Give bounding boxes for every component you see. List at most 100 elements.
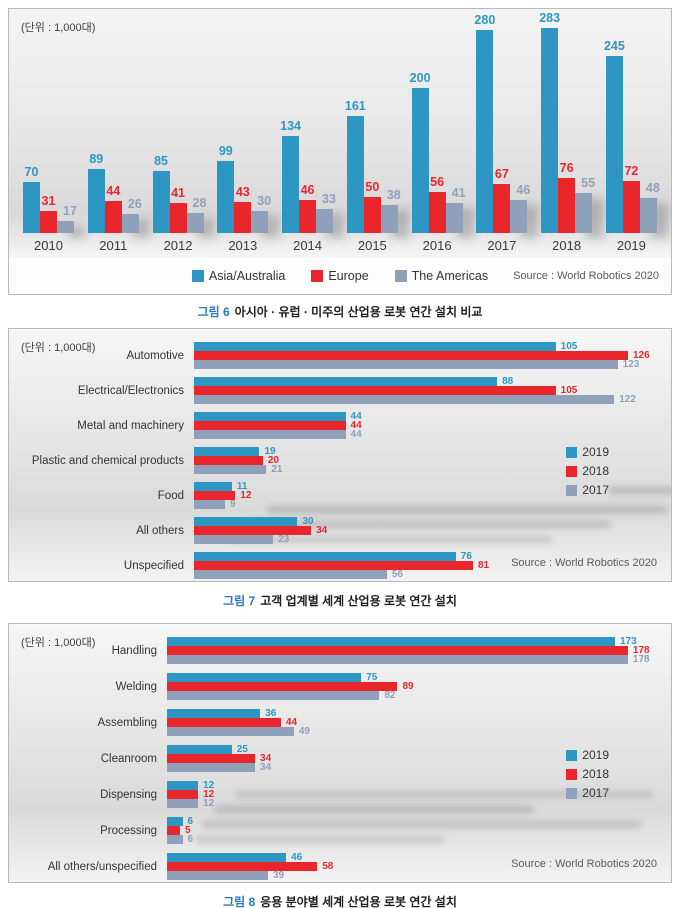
- bar-2019: [167, 637, 615, 646]
- figure7-title: 고객 업계별 세계 산업용 로봇 연간 설치: [260, 594, 457, 608]
- legend-swatch: [566, 484, 578, 496]
- bar-group: 11 12 9: [194, 481, 659, 510]
- bar-row-metal-and-machinery: Metal and machinery 44 44 44: [9, 411, 659, 439]
- bar-value-label: 12: [240, 489, 252, 501]
- x-axis-label: 2015: [357, 238, 387, 253]
- bar-value-label: 200: [409, 71, 431, 85]
- year-group-2018: 283 76 55 2018: [539, 11, 596, 258]
- bar-value-label: 31: [41, 194, 56, 208]
- bar-line: 5: [167, 825, 659, 835]
- bar-row-processing: Processing 6 5 6: [9, 816, 659, 845]
- bar-the-americas: 33: [316, 192, 336, 233]
- bar-line: 6: [167, 816, 659, 826]
- bar-value-label: 48: [645, 181, 660, 195]
- bar-europe: 41: [169, 186, 187, 233]
- bar-line: 178: [167, 653, 659, 665]
- bar-line: 105: [194, 384, 659, 396]
- bar-group: 12 12 12: [167, 779, 659, 808]
- figure6-title: 아시아 · 유럽 · 미주의 산업용 로봇 연간 설치 비교: [234, 305, 483, 319]
- bar-line: 58: [167, 861, 659, 871]
- bar-2017: [167, 655, 628, 664]
- bar-group: 46 58 39: [167, 852, 659, 880]
- bar-2019: [194, 447, 260, 456]
- bar-2019: [167, 709, 261, 718]
- bar-value-label: 9: [230, 498, 236, 510]
- bar-2019: [194, 377, 498, 386]
- bar-value-label: 122: [619, 393, 636, 405]
- bar-2018: [194, 386, 556, 395]
- bar-group: 99 43 30: [217, 144, 271, 233]
- bar-value-label: 20: [267, 454, 279, 466]
- bar-value-label: 245: [603, 39, 625, 53]
- bar-group: 89 44 26: [87, 152, 142, 233]
- category-label: Cleanroom: [100, 752, 157, 765]
- figure7-number: 그림 7: [223, 594, 256, 608]
- bar-2019: [194, 482, 232, 491]
- bar-line: 126: [194, 350, 659, 360]
- bar-value-label: 161: [344, 99, 366, 113]
- bar-value-label: 178: [632, 653, 650, 665]
- figure6-number: 그림 6: [197, 305, 230, 319]
- bar-2019: [194, 342, 556, 351]
- year-group-2014: 134 46 33 2014: [280, 119, 336, 258]
- bar-2018: [194, 456, 263, 465]
- bar-europe: 31: [40, 194, 57, 233]
- bar-value-label: 21: [271, 463, 283, 475]
- bar-2018: [167, 754, 256, 763]
- category-label: All others: [136, 524, 184, 537]
- bar-2018: [194, 351, 628, 360]
- bar-row-unspecified: Unspecified 76 81 56: [9, 551, 659, 579]
- bar-value-label: 38: [386, 188, 401, 202]
- bar-2018: [167, 826, 180, 835]
- bar-asia-australia: 280: [474, 13, 495, 233]
- bar-2017: [194, 465, 267, 474]
- legend-swatch: [191, 270, 204, 282]
- bar-value-label: 55: [581, 176, 596, 190]
- bar-2017: [194, 360, 618, 369]
- bar-value-label: 6: [187, 833, 194, 845]
- figure7-caption: 그림 7 고객 업계별 세계 산업용 로봇 연간 설치: [8, 592, 672, 609]
- year-group-2011: 89 44 26 2011: [87, 152, 142, 258]
- bar-row-handling: Handling 173 178 178: [9, 635, 659, 665]
- bar-value-label: 99: [218, 144, 233, 158]
- x-axis-label: 2012: [163, 238, 193, 253]
- bar-2019: [167, 673, 362, 682]
- bar-line: 44: [167, 717, 659, 727]
- bar-value-label: 43: [235, 185, 250, 199]
- bar-asia-australia: 134: [280, 119, 301, 233]
- category-label: Assembling: [97, 716, 157, 729]
- legend-item-2018: 2018: [566, 464, 609, 478]
- bar-value-label: 123: [622, 358, 640, 370]
- bar-line: 34: [194, 525, 659, 535]
- bar-line: 39: [167, 870, 659, 880]
- legend-label: 2017: [582, 786, 609, 800]
- bar-europe: 72: [622, 164, 640, 233]
- bar-value-label: 12: [203, 779, 215, 791]
- category-label: Handling: [111, 644, 157, 657]
- bar-line: 34: [167, 753, 659, 763]
- bar-value-label: 173: [619, 635, 637, 647]
- legend-item-2017: 2017: [566, 786, 609, 800]
- bar-value-label: 81: [478, 559, 490, 571]
- legend-label: 2019: [582, 748, 609, 762]
- bar-the-americas: 26: [121, 197, 142, 233]
- bar-line: 89: [167, 681, 659, 691]
- bar-asia-australia: 89: [87, 152, 105, 233]
- legend-swatch: [311, 270, 324, 282]
- bar-group: 280 67 46: [474, 13, 531, 233]
- bar-value-label: 46: [516, 183, 531, 197]
- bar-2017: [194, 535, 274, 544]
- bar-europe: 44: [104, 184, 122, 233]
- bar-2017: [167, 727, 294, 736]
- bar-line: 6: [167, 833, 659, 845]
- bar-value-label: 67: [494, 167, 509, 181]
- bar-line: 44: [194, 420, 659, 430]
- x-axis-label: 2016: [422, 238, 452, 253]
- bar-europe: 43: [234, 185, 252, 233]
- legend-label: 2018: [582, 464, 609, 478]
- bar-value-label: 44: [106, 184, 121, 198]
- bar-2018: [194, 526, 312, 535]
- bar-value-label: 105: [560, 384, 578, 396]
- bar-value-label: 280: [474, 13, 496, 27]
- category-label: Unspecified: [123, 559, 184, 572]
